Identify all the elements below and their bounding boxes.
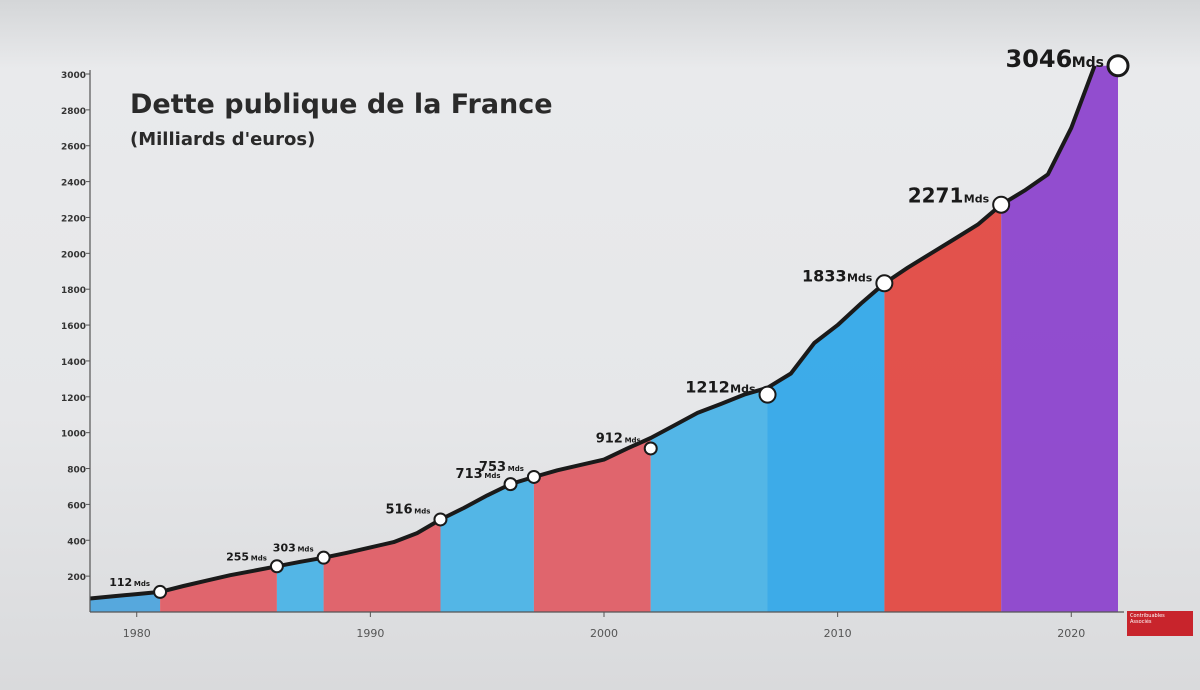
value-label-912: 912 <box>596 431 623 446</box>
period-area-1 <box>160 566 277 612</box>
period-area-2 <box>276 557 324 612</box>
value-unit-2271: Mds <box>964 193 990 206</box>
period-area-4 <box>440 477 534 612</box>
y-tick-label-1600: 1600 <box>61 322 86 332</box>
x-labels: 1980 1990 2000 2010 2020 <box>123 612 1085 640</box>
y-tick-label-400: 400 <box>67 537 86 547</box>
value-unit-303: Mds <box>297 546 313 554</box>
chart-subtitle: (Milliards d'euros) <box>130 129 315 150</box>
period-area-5 <box>533 438 651 612</box>
y-tick-label-600: 600 <box>67 501 86 511</box>
value-unit-3046: Mds <box>1072 55 1104 71</box>
value-unit-112: Mds <box>134 580 150 588</box>
period-area-3 <box>323 519 441 612</box>
value-label-753: 753 <box>479 460 506 475</box>
value-label-255: 255 <box>226 550 249 563</box>
period-area-6 <box>650 387 768 612</box>
y-tick-label-2000: 2000 <box>61 250 86 260</box>
marker-1833 <box>875 274 894 293</box>
marker-1212 <box>758 385 777 404</box>
value-label-516: 516 <box>385 502 412 517</box>
marker-912 <box>643 441 658 456</box>
x-tick-label-1980: 1980 <box>123 627 151 640</box>
debt-line-path <box>89 65 1097 601</box>
value-unit-713: Mds <box>484 472 500 480</box>
marker-753 <box>526 469 541 484</box>
marker-2271 <box>992 195 1011 214</box>
value-unit-1833: Mds <box>847 271 873 284</box>
y-tick-label-2800: 2800 <box>61 107 86 117</box>
value-label-303: 303 <box>273 542 296 555</box>
period-areas <box>90 65 1118 613</box>
y-tick-label-1200: 1200 <box>61 394 86 404</box>
y-tick-label-2400: 2400 <box>61 179 86 189</box>
marker-3046 <box>1106 54 1130 78</box>
value-unit-753: Mds <box>508 465 524 473</box>
marker-303 <box>316 550 331 565</box>
y-tick-label-2200: 2200 <box>61 214 86 224</box>
axes <box>89 70 1124 613</box>
x-tick-label-2020: 2020 <box>1057 627 1085 640</box>
value-label-1212: 1212 <box>685 378 730 397</box>
period-area-7 <box>767 283 885 612</box>
marker-255 <box>269 559 284 574</box>
logo-line-2: Associés <box>1130 619 1152 625</box>
logo-line-1: Contribuables <box>1130 613 1165 619</box>
value-label-2271: 2271 <box>908 184 964 208</box>
chart-title: Dette publique de la France <box>130 89 553 120</box>
x-tick-label-2010: 2010 <box>824 627 852 640</box>
value-unit-516: Mds <box>414 507 430 515</box>
value-label-112: 112 <box>109 576 132 589</box>
marker-112 <box>153 584 168 599</box>
y-tick-label-3000: 3000 <box>61 71 86 81</box>
source-logo: Contribuables Associés <box>1127 611 1193 636</box>
period-area-8 <box>884 204 1002 612</box>
y-tick-label-1000: 1000 <box>61 430 86 440</box>
value-label-3046: 3046 <box>1005 45 1072 73</box>
marker-516 <box>433 512 448 527</box>
y-tick-label-1800: 1800 <box>61 286 86 296</box>
x-tick-label-1990: 1990 <box>356 627 384 640</box>
marker-713 <box>503 477 518 492</box>
period-area-9 <box>1001 65 1118 613</box>
y-ticks: 200 400 600 800 1000 1200 1400 1600 1800 2000 2200… <box>61 71 90 583</box>
y-tick-label-800: 800 <box>67 466 86 476</box>
value-unit-912: Mds <box>625 436 641 444</box>
x-tick-label-2000: 2000 <box>590 627 618 640</box>
debt-line <box>89 65 1097 601</box>
value-label-1833: 1833 <box>802 266 847 285</box>
y-tick-label-200: 200 <box>67 573 86 583</box>
value-unit-255: Mds <box>251 554 267 562</box>
y-tick-label-2600: 2600 <box>61 143 86 153</box>
value-unit-1212: Mds <box>730 383 756 396</box>
value-label-713: 713 <box>456 467 483 482</box>
y-tick-label-1400: 1400 <box>61 358 86 368</box>
